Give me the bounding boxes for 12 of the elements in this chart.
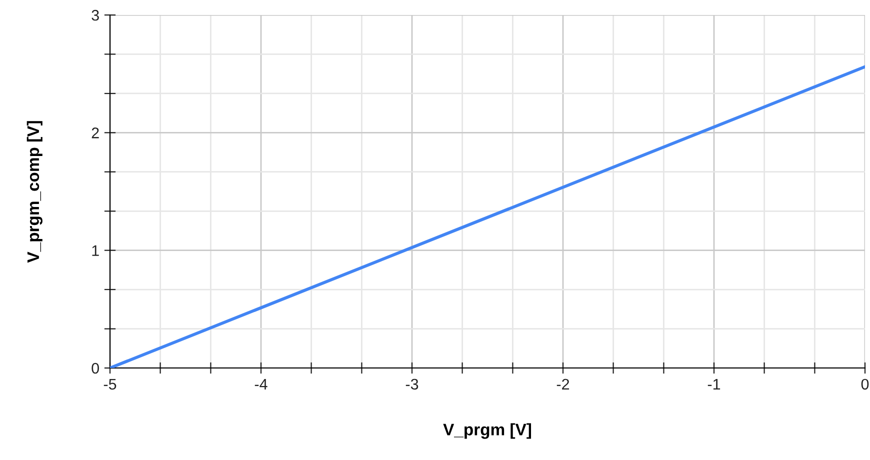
y-tick-label: 2	[92, 128, 99, 138]
x-tick-label: -4	[254, 378, 268, 390]
y-tick-label: 3	[92, 10, 99, 21]
x-axis-title: V_prgm [V]	[443, 423, 532, 439]
x-tick-label: 0	[861, 378, 869, 390]
x-tick-label: -1	[708, 378, 720, 390]
x-tick-label: -2	[556, 378, 570, 390]
y-tick-label: 0	[92, 362, 99, 374]
y-axis-title: V_prgm_comp [V]	[26, 121, 42, 263]
x-tick-label: -3	[406, 378, 418, 390]
y-tick-label: 1	[92, 245, 99, 256]
x-tick-label: -5	[104, 378, 116, 390]
